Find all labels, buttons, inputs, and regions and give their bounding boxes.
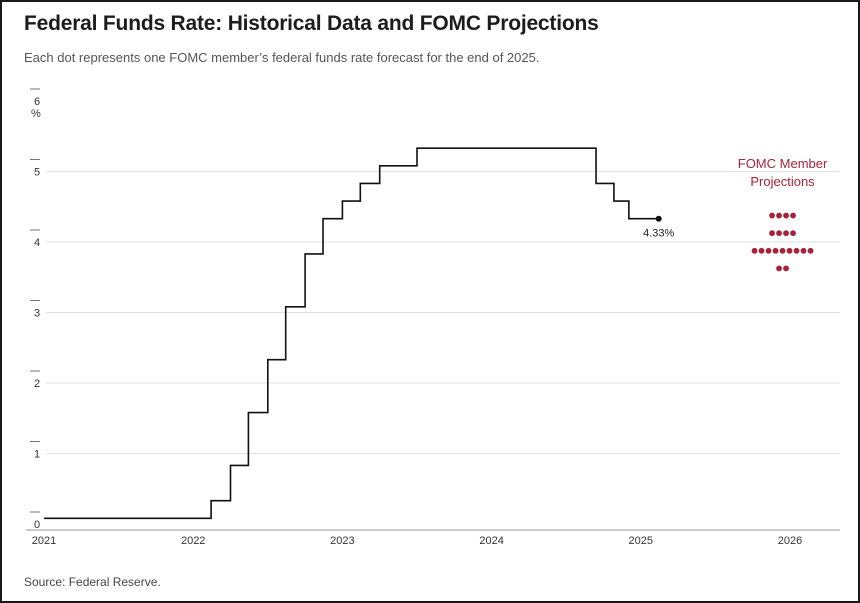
projections-label-line-1: FOMC Member [738, 156, 828, 171]
projections-label-line-2: Projections [750, 174, 815, 189]
projection-dot [758, 247, 765, 254]
projection-dot [776, 212, 782, 219]
projection-dot [786, 247, 793, 254]
y-tick-label-1: 1 [34, 449, 40, 461]
y-tick-label-3: 3 [34, 308, 40, 320]
y-tick-label-0: 0 [34, 519, 40, 531]
projection-dot [779, 247, 786, 254]
projection-dot [783, 212, 789, 219]
chart-subtitle: Each dot represents one FOMC member’s fe… [24, 50, 540, 65]
projection-dot [772, 247, 779, 254]
projection-dot [793, 247, 800, 254]
projection-dot [783, 230, 789, 237]
projection-dot [807, 247, 814, 254]
series-end-point [655, 215, 662, 222]
x-tick-label-2022: 2022 [181, 535, 205, 547]
projection-dot [790, 212, 796, 219]
x-tick-label-2026: 2026 [778, 535, 802, 547]
projection-dot [783, 265, 789, 272]
x-tick-label-2023: 2023 [330, 535, 354, 547]
projection-dot [776, 265, 782, 272]
series-end-label: 4.33% [643, 228, 674, 240]
x-tick-label-2025: 2025 [629, 535, 653, 547]
y-tick-label-5: 5 [34, 167, 40, 179]
projection-dot [776, 230, 782, 237]
y-tick-label-2: 2 [34, 378, 40, 390]
x-tick-label-2021: 2021 [32, 535, 56, 547]
projection-dot [800, 247, 807, 254]
projection-dot [765, 247, 772, 254]
y-unit-label: % [31, 108, 41, 120]
x-tick-label-2024: 2024 [479, 535, 503, 547]
series-line-fed-funds [44, 147, 659, 520]
y-tick-label-6: 6 [34, 96, 40, 108]
chart-title: Federal Funds Rate: Historical Data and … [24, 12, 599, 35]
y-tick-label-4: 4 [34, 237, 40, 249]
projection-dot [769, 230, 775, 237]
projection-dot [769, 212, 775, 219]
projection-dot [790, 230, 796, 237]
projection-dot [751, 247, 758, 254]
source-note: Source: Federal Reserve. [24, 575, 161, 589]
